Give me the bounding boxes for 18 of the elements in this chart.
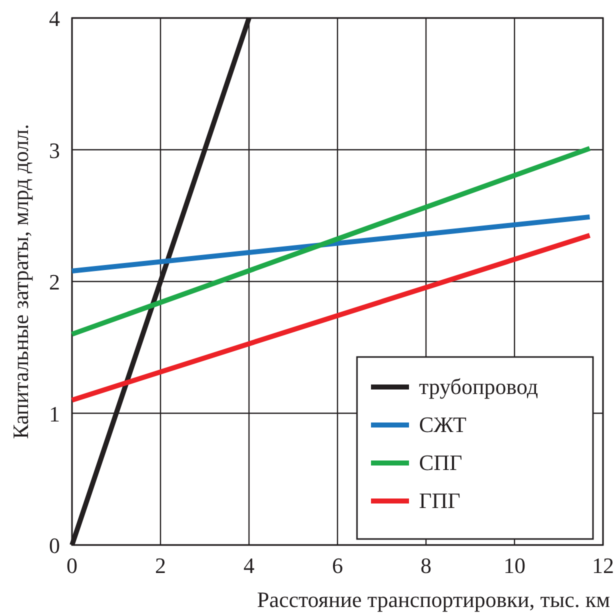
y-tick-label: 0	[49, 533, 60, 558]
x-tick-label: 4	[244, 553, 254, 578]
legend-label: СПГ	[419, 450, 463, 475]
x-tick-label: 12	[592, 553, 614, 578]
x-tick-label: 10	[504, 553, 526, 578]
x-tick-label: 2	[155, 553, 166, 578]
y-axis-title: Капитальные затраты, млрд долл.	[8, 124, 33, 440]
legend-label: СЖТ	[419, 412, 468, 437]
x-tick-label: 0	[66, 553, 78, 578]
y-tick-label: 1	[49, 401, 60, 426]
y-tick-label: 3	[49, 138, 60, 163]
legend-label: ГПГ	[419, 488, 461, 513]
y-tick-label: 4	[49, 6, 60, 31]
x-axis-title: Расстояние транспортировки, тыс. км	[256, 587, 610, 612]
x-tick-label: 6	[332, 553, 343, 578]
legend-label: трубопровод	[419, 374, 538, 399]
y-tick-label: 2	[49, 270, 60, 294]
x-tick-label: 8	[420, 553, 432, 578]
